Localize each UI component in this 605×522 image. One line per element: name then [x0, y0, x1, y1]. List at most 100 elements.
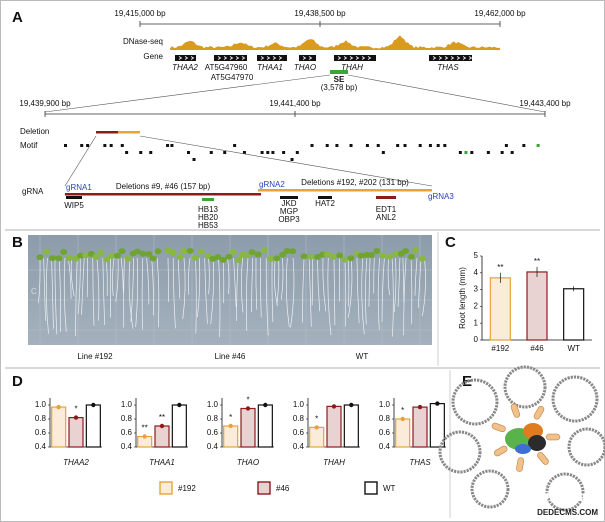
gene-arrow: [438, 56, 443, 60]
legend-swatch: [364, 481, 378, 495]
gene-arrow: [444, 56, 449, 60]
cotyledon: [87, 250, 95, 257]
line-label: WT: [356, 352, 369, 361]
root: [344, 257, 347, 327]
complex: [515, 444, 531, 454]
bar: [395, 418, 411, 448]
y-tick-label: 0.8: [293, 414, 305, 423]
cotyledon: [341, 256, 349, 263]
motif-box: [318, 196, 332, 199]
factor: [510, 403, 521, 418]
cotyledon: [169, 249, 177, 256]
cotyledon: [273, 255, 281, 262]
motif-dot: [536, 144, 540, 147]
cotyledon: [219, 256, 227, 263]
factor: [545, 433, 561, 441]
y-tick-label: 1.0: [379, 400, 391, 409]
gene-model: [175, 55, 196, 61]
gene-arrow: [450, 56, 455, 60]
root: [218, 257, 221, 338]
bar: [343, 404, 359, 448]
gene-name: THAA1: [257, 63, 283, 72]
root: [77, 257, 81, 315]
bar-point: [159, 423, 165, 429]
gene-arrow: [217, 56, 222, 60]
bar: [563, 288, 585, 341]
y-tick-label: 0.4: [293, 442, 305, 451]
y-tick-label: 1.0: [207, 400, 219, 409]
cotyledon: [77, 252, 85, 259]
motif-dot: [365, 144, 369, 147]
motif-dot: [428, 144, 432, 147]
motif-dot: [335, 144, 339, 147]
bar: [85, 404, 101, 448]
motif-label: HAT2: [315, 199, 335, 208]
gene-model: [214, 55, 247, 61]
bar-point: [314, 425, 319, 430]
y-tick-label: 0.8: [35, 414, 47, 423]
cotyledon: [145, 251, 153, 258]
motif-dot: [209, 151, 213, 154]
cotyledon: [65, 255, 73, 262]
gene-arrow: [462, 56, 467, 60]
root: [146, 257, 150, 305]
cotyledon: [214, 253, 222, 260]
root: [280, 257, 284, 300]
bar: [257, 404, 273, 448]
bar-point: [228, 423, 233, 429]
chart-title: THAA1: [149, 458, 175, 467]
cotyledon: [97, 249, 105, 256]
chromatin-loop: [551, 375, 599, 423]
cotyledon: [267, 255, 275, 262]
significance: *: [229, 413, 232, 422]
deletion-bar: [118, 131, 140, 134]
complex: [523, 423, 543, 439]
chromatin-loop: [470, 469, 510, 509]
motif-dot: [464, 151, 468, 154]
root: [63, 257, 67, 332]
bar: [309, 426, 325, 448]
root: [290, 257, 295, 328]
chart-title: THAS: [409, 458, 431, 467]
row-label: gRNA: [22, 187, 44, 196]
root: [271, 257, 274, 323]
motif-dot: [80, 144, 84, 147]
cotyledon: [154, 248, 162, 255]
root: [75, 257, 78, 337]
motif-dot: [500, 151, 504, 154]
cotyledon: [55, 255, 63, 262]
root: [422, 257, 426, 317]
motif-box: [280, 196, 298, 199]
bar: [154, 425, 170, 448]
panel-label: B: [12, 234, 23, 251]
root: [251, 257, 254, 313]
watermark: DEDECMS.COM: [537, 508, 598, 517]
cotyledon: [300, 253, 308, 260]
root: [308, 257, 312, 327]
motif-dot: [192, 158, 196, 161]
gene-arrow: [184, 56, 189, 60]
gene-arrow: [343, 56, 348, 60]
root: [92, 257, 95, 326]
legend-swatch: [257, 481, 271, 495]
cotyledon: [180, 248, 188, 255]
root: [38, 257, 41, 304]
chart-title: THAO: [237, 458, 259, 467]
gene-arrow: [190, 56, 195, 60]
y-tick-label: 0.6: [293, 428, 305, 437]
root: [54, 257, 58, 335]
y-tick-label: 0.8: [207, 414, 219, 423]
x-tick-label: #192: [491, 344, 509, 353]
motif-dot: [522, 144, 526, 147]
chromatin-loop: [438, 430, 482, 474]
cotyledon: [248, 249, 256, 256]
chromatin-loop: [451, 378, 499, 426]
root: [130, 257, 135, 322]
motif-label: OBP3: [278, 215, 300, 224]
bar: [51, 406, 67, 448]
gene-arrow: [178, 56, 183, 60]
root: [245, 257, 249, 331]
root: [333, 257, 336, 326]
gene-name: AT5G47960: [205, 63, 248, 72]
